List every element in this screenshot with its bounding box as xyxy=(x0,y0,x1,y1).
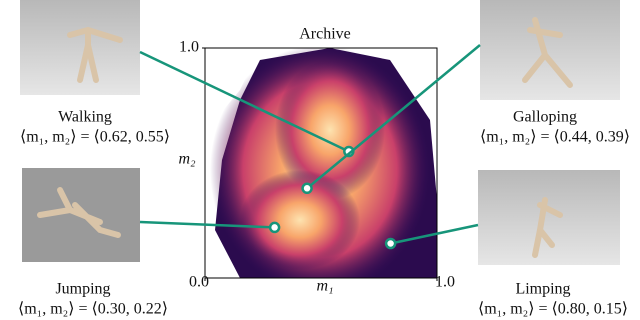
connector xyxy=(139,50,350,153)
x-tick-label: 0.0 xyxy=(189,274,209,291)
behavior-name: Limping xyxy=(515,281,570,298)
y-axis-label: m₂ xyxy=(178,151,196,168)
behavior-coords: ⟨m₁, m₂⟩ = ⟨0.62, 0.55⟩ xyxy=(20,129,170,146)
x-tick-label: 1.0 xyxy=(435,274,455,291)
behavior-marker xyxy=(268,221,281,234)
behavior-name: Galloping xyxy=(513,109,577,126)
behavior-coords: ⟨m₁, m₂⟩ = ⟨0.80, 0.15⟩ xyxy=(478,301,628,318)
behavior-coords: ⟨m₁, m₂⟩ = ⟨0.44, 0.39⟩ xyxy=(480,129,630,146)
render-panels xyxy=(20,0,620,265)
behavior-name: Walking xyxy=(58,109,112,126)
archive-title: Archive xyxy=(299,26,351,43)
connector xyxy=(306,44,481,190)
connector xyxy=(390,223,479,245)
connector xyxy=(139,220,275,229)
behavior-coords: ⟨m₁, m₂⟩ = ⟨0.30, 0.22⟩ xyxy=(18,301,168,318)
x-axis-label: m₁ xyxy=(316,278,333,295)
behavior-name: Jumping xyxy=(55,281,110,298)
y-tick-label: 1.0 xyxy=(179,39,199,56)
heatmap xyxy=(205,48,437,278)
behavior-marker xyxy=(384,237,397,250)
behavior-marker xyxy=(301,182,313,195)
